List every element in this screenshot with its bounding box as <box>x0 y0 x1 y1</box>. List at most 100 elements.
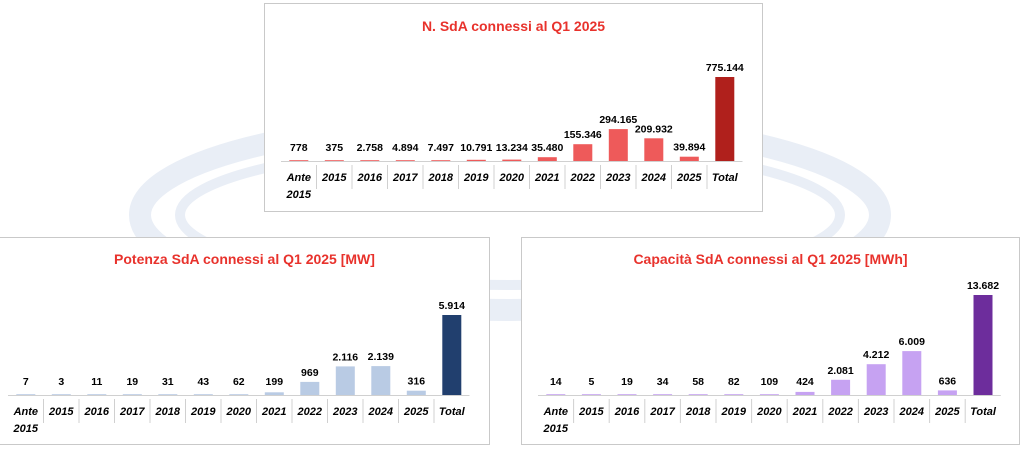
category-label: 2016 <box>357 172 383 184</box>
category-label: 2020 <box>756 406 782 418</box>
category-label: 2022 <box>827 406 852 418</box>
category-label: 2025 <box>676 172 702 184</box>
data-label: 155.346 <box>564 129 602 141</box>
category-label: 2015 <box>48 406 74 418</box>
data-label: 4.894 <box>392 142 418 154</box>
category-label: 2015 <box>578 406 604 418</box>
data-label: 109 <box>761 376 779 388</box>
bar <box>289 160 309 161</box>
bar <box>617 394 637 395</box>
category-label: 2019 <box>721 406 747 418</box>
bar <box>51 394 71 395</box>
category-label: 2022 <box>297 406 322 418</box>
category-label: 2024 <box>641 172 666 184</box>
bar <box>395 160 415 161</box>
chart-title: Potenza SdA connessi al Q1 2025 [MW] <box>114 251 375 267</box>
bar <box>608 129 628 161</box>
data-label: 13.682 <box>967 280 999 292</box>
category-label: 2020 <box>226 406 252 418</box>
data-label: 31 <box>162 376 174 388</box>
data-label: 294.165 <box>599 114 637 126</box>
chart-panel-capacity: Capacità SdA connessi al Q1 2025 [MWh] 1… <box>521 237 1020 445</box>
data-label: 778 <box>290 142 308 154</box>
bar <box>759 394 779 395</box>
category-label: 2017 <box>119 406 145 418</box>
bar <box>406 390 426 395</box>
category-label: 2016 <box>614 406 640 418</box>
category-label: 2016 <box>84 406 110 418</box>
chart-panel-count: N. SdA connessi al Q1 2025 778 Ante 2015 37… <box>264 3 763 212</box>
data-label: 209.932 <box>635 123 673 135</box>
bar <box>795 391 815 395</box>
data-label: 7 <box>23 376 29 388</box>
category-label: 2023 <box>863 406 888 418</box>
bar <box>937 390 957 395</box>
data-label: 34 <box>657 376 669 388</box>
data-label: 10.791 <box>460 142 492 154</box>
category-label: 2019 <box>463 172 489 184</box>
data-label: 39.894 <box>673 142 705 154</box>
bar <box>193 394 213 395</box>
bar <box>581 394 601 395</box>
category-label: 2021 <box>534 172 559 184</box>
bar <box>87 394 107 395</box>
bar <box>688 394 708 395</box>
data-label: 199 <box>266 376 284 388</box>
data-label: 43 <box>197 376 209 388</box>
bar <box>502 159 522 161</box>
data-label: 316 <box>408 376 426 388</box>
category-label: Ante 2015 <box>543 406 569 435</box>
bar <box>537 157 557 161</box>
bar <box>902 351 922 395</box>
chart-plot: 7 Ante 2015 3 2015 11 2016 19 2017 31 2018 43 2019 62… <box>8 300 470 435</box>
category-label: Total <box>439 406 466 418</box>
category-label: 2018 <box>428 172 454 184</box>
data-label: 2.139 <box>368 351 394 363</box>
category-label: 2025 <box>403 406 429 418</box>
data-label: 3 <box>58 376 64 388</box>
category-label: 2017 <box>649 406 675 418</box>
bar <box>679 156 699 161</box>
data-label: 82 <box>728 376 740 388</box>
category-label: 2018 <box>155 406 181 418</box>
bar <box>335 366 355 395</box>
bar <box>546 394 566 395</box>
bar <box>229 394 249 395</box>
category-label: 2024 <box>899 406 924 418</box>
data-label: 58 <box>692 376 704 388</box>
data-label: 14 <box>550 376 562 388</box>
bar <box>724 394 744 395</box>
bar <box>324 160 344 161</box>
bar <box>158 394 178 395</box>
data-label: 5.914 <box>439 300 465 312</box>
category-label: Total <box>970 406 997 418</box>
bar-total <box>715 77 735 161</box>
data-label: 636 <box>939 375 957 387</box>
data-label: 19 <box>126 376 138 388</box>
bar-total <box>973 295 993 395</box>
data-label: 2.758 <box>357 142 383 154</box>
category-label: 2019 <box>190 406 216 418</box>
category-label: 2018 <box>685 406 711 418</box>
category-label: 2021 <box>261 406 286 418</box>
bar <box>264 392 284 395</box>
category-label: 2015 <box>321 172 347 184</box>
data-label: 4.212 <box>863 349 889 361</box>
data-label: 969 <box>301 367 319 379</box>
data-label: 375 <box>326 142 344 154</box>
chart-plot: 14 Ante 2015 5 2015 19 2016 34 2017 58 2018 82 2019 1… <box>538 280 1001 435</box>
chart-title: N. SdA connessi al Q1 2025 <box>421 18 606 34</box>
bar <box>653 394 673 395</box>
category-label: 2022 <box>570 172 595 184</box>
bar <box>866 364 886 395</box>
category-label: Ante 2015 <box>13 406 39 435</box>
bar <box>360 160 380 161</box>
chart-panel-power: Potenza SdA connessi al Q1 2025 [MW] 7 An… <box>0 237 490 445</box>
bar <box>300 381 320 395</box>
category-label: 2023 <box>332 406 357 418</box>
data-label: 7.497 <box>428 142 454 154</box>
data-label: 5 <box>588 376 594 388</box>
data-label: 2.081 <box>827 365 853 377</box>
bar <box>431 160 451 161</box>
category-label: 2025 <box>934 406 960 418</box>
